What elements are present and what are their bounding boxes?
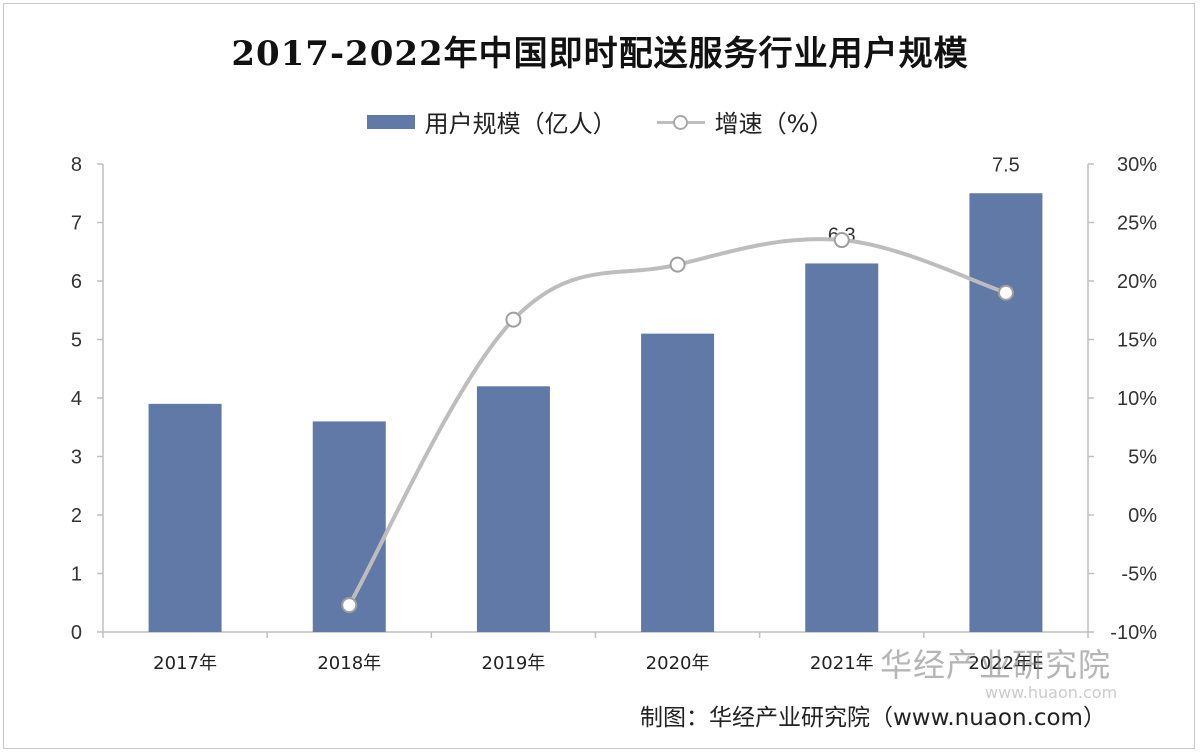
legend-item-bar: 用户规模（亿人） [366, 104, 617, 139]
y-right-tick-label: 20% [1117, 271, 1157, 293]
watermark-url: www.huaon.com [985, 683, 1118, 702]
bar [969, 193, 1043, 632]
chart-title: 2017-2022年中国即时配送服务行业用户规模 [231, 34, 969, 74]
x-tick-label: 2019年 [482, 653, 546, 674]
y-left-tick-label: 6 [71, 271, 82, 293]
legend-bar-label: 用户规模（亿人） [424, 110, 617, 138]
bar-data-label: 7.5 [992, 154, 1020, 176]
legend-line-label: 增速（%） [714, 110, 834, 138]
y-right-tick-label: 25% [1117, 213, 1157, 235]
x-tick-label: 2020年 [646, 653, 710, 674]
y-left-tick-label: 8 [71, 154, 82, 176]
y-left-tick-label: 3 [71, 447, 82, 469]
growth-point [997, 284, 1014, 301]
bar [476, 386, 550, 632]
chart-frame [3, 3, 1195, 749]
bar [312, 421, 386, 632]
y-right-tick-label: 5% [1128, 447, 1157, 469]
y-left-tick-label: 2 [71, 505, 82, 527]
growth-point [505, 311, 522, 328]
bar [148, 403, 222, 632]
y-right-tick-label: -5% [1121, 564, 1157, 586]
y-right-tick-label: 0% [1128, 505, 1157, 527]
x-tick-label: 2017年 [153, 653, 217, 674]
y-right-tick-label: 10% [1117, 388, 1157, 410]
growth-point [669, 256, 686, 273]
growth-point [341, 597, 358, 614]
legend-item-line: 增速（%） [656, 104, 834, 139]
y-left-tick-label: 7 [71, 213, 82, 235]
bar [641, 333, 715, 632]
growth-line [347, 237, 1008, 608]
y-right-tick-label: 30% [1117, 154, 1157, 176]
legend: 用户规模（亿人） 增速（%） [0, 104, 1200, 139]
watermark: 华经产业研究院 [880, 646, 1112, 684]
legend-bar-swatch [366, 114, 415, 129]
source-note: 制图：华经产业研究院（www.nuaon.com） [640, 705, 1106, 731]
x-tick-label: 2018年 [317, 653, 381, 674]
x-tick-label: 2022年E [968, 653, 1043, 674]
y-right-tick-label: 15% [1117, 330, 1157, 352]
y-right-tick-label: -10% [1110, 622, 1157, 644]
legend-line-swatch [656, 114, 705, 130]
y-left-tick-label: 1 [71, 564, 82, 586]
bar [805, 263, 879, 632]
y-left-tick-label: 0 [71, 622, 82, 644]
x-tick-label: 2021年 [810, 653, 874, 674]
y-left-tick-label: 4 [71, 388, 82, 410]
y-left-tick-label: 5 [71, 330, 82, 352]
growth-point [833, 232, 850, 249]
